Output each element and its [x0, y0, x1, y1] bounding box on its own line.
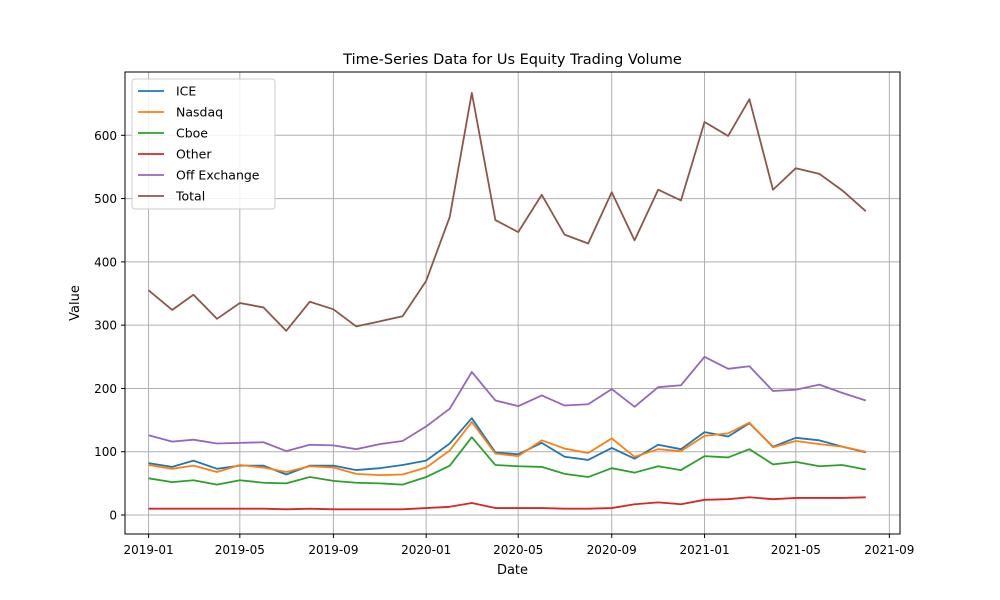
x-tick-label: 2021-01 — [679, 543, 729, 557]
y-axis: 0 100 200 300 400 500 600 — [94, 129, 125, 523]
grid — [125, 72, 900, 534]
y-tick-label: 600 — [94, 129, 117, 143]
y-tick-label: 500 — [94, 192, 117, 206]
legend-label-total: Total — [175, 189, 205, 204]
series-line-ice — [148, 417, 866, 476]
legend-label-nasdaq: Nasdaq — [176, 105, 223, 120]
plot-frame — [124, 71, 901, 535]
y-tick-label: 0 — [109, 509, 117, 523]
legend-label-other: Other — [176, 147, 212, 162]
x-tick-label: 2021-05 — [771, 543, 821, 557]
series-lines — [148, 91, 867, 511]
y-tick-label: 200 — [94, 382, 117, 396]
legend-label-off-exchange: Off Exchange — [176, 168, 260, 183]
y-tick-label: 400 — [94, 255, 117, 269]
x-tick-label: 2020-01 — [401, 543, 451, 557]
x-tick-label: 2019-05 — [215, 543, 265, 557]
legend-label-ice: ICE — [176, 84, 196, 99]
series-line-cboe — [148, 436, 866, 486]
x-axis-label: Date — [497, 563, 528, 578]
y-axis-label: Value — [68, 285, 83, 321]
series-line-other — [148, 496, 866, 511]
series-line-nasdaq — [148, 421, 866, 477]
y-tick-label: 100 — [94, 445, 117, 459]
series-line-total — [148, 91, 867, 332]
x-tick-label: 2021-09 — [864, 543, 914, 557]
x-axis: 2019-01 2019-05 2019-09 2020-01 2020-05 2020-… — [124, 534, 914, 557]
x-tick-label: 2019-09 — [308, 543, 358, 557]
x-tick-label: 2020-09 — [587, 543, 637, 557]
x-tick-label: 2019-01 — [124, 543, 174, 557]
series-line-off-exchange — [148, 355, 867, 452]
legend: ICE Nasdaq Cboe Other Off Exchange Total — [131, 78, 276, 210]
chart-title: Time-Series Data for Us Equity Trading V… — [342, 52, 682, 68]
legend-label-cboe: Cboe — [176, 126, 208, 141]
legend-box — [131, 78, 276, 210]
x-tick-label: 2020-05 — [493, 543, 543, 557]
y-tick-label: 300 — [94, 319, 117, 333]
